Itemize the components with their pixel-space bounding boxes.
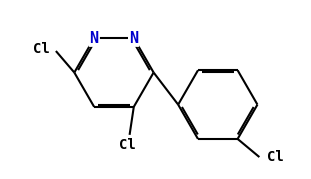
Text: N: N	[90, 31, 99, 46]
Text: Cl: Cl	[119, 138, 136, 153]
Text: Cl: Cl	[33, 42, 50, 56]
Text: N: N	[129, 31, 138, 46]
Text: Cl: Cl	[267, 150, 284, 164]
